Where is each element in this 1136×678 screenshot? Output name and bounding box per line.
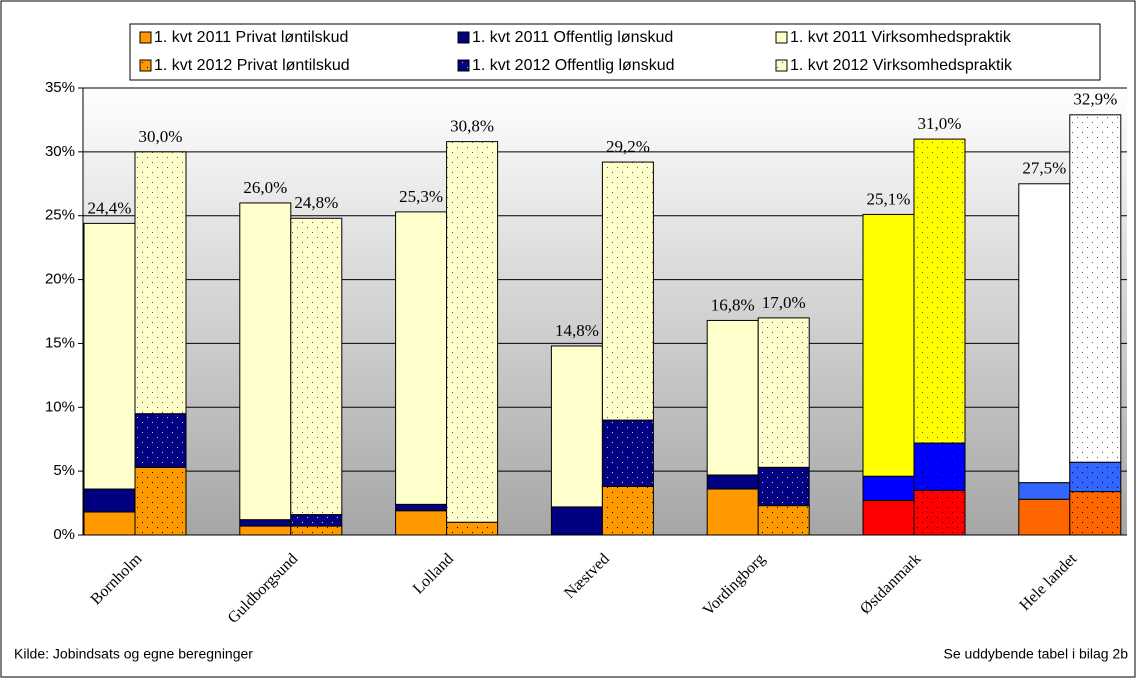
bar-segment [913, 442, 966, 491]
total-label: 25,3% [399, 187, 443, 206]
bar-segment [913, 138, 966, 444]
total-label: 25,1% [867, 189, 911, 208]
total-label: 30,0% [139, 127, 183, 146]
total-label: 30,8% [450, 117, 494, 136]
bar-segment [239, 202, 292, 521]
bar-segment [395, 503, 448, 512]
total-label: 32,9% [1073, 90, 1117, 109]
bar-segment [1018, 498, 1071, 536]
y-tick-label: 35% [45, 79, 75, 96]
source: Kilde: Jobindsats og egne beregninger [14, 646, 253, 662]
bar-segment [706, 474, 759, 490]
bar-segment [83, 222, 136, 490]
bar-segment [1069, 461, 1122, 493]
y-tick-label: 30% [45, 143, 75, 160]
y-tick-label: 15% [45, 334, 75, 351]
legend-label: 1. kvt 2012 Offentlig lønskud [472, 57, 674, 74]
bar-segment [601, 485, 654, 536]
legend-label: 1. kvt 2012 Privat løntilskud [154, 57, 350, 74]
total-label: 14,8% [555, 321, 599, 340]
bar-segment [290, 514, 343, 527]
bar-segment [239, 519, 292, 527]
bar-segment [1018, 482, 1071, 500]
bar-segment [757, 466, 810, 507]
legend [129, 23, 1101, 81]
bar-segment [239, 525, 292, 536]
bar-segment [601, 161, 654, 421]
legend-label: 1. kvt 2011 Offentlig lønskud [472, 29, 673, 46]
total-label: 26,0% [243, 178, 287, 197]
legend-swatch [775, 31, 788, 44]
bar-segment [395, 211, 448, 505]
total-label: 24,8% [294, 193, 338, 212]
bar-segment [446, 141, 499, 523]
y-tick-label: 0% [53, 526, 75, 543]
bar-segment [706, 319, 759, 476]
bar-segment [395, 510, 448, 536]
legend-swatch [139, 59, 152, 72]
total-label: 16,8% [711, 295, 755, 314]
legend-swatch [775, 59, 788, 72]
bar-segment [862, 213, 915, 477]
bar-segment [1069, 114, 1122, 463]
bar-segment [706, 488, 759, 536]
legend-label: 1. kvt 2011 Virksomhedspraktik [790, 29, 1012, 46]
bar-segment [134, 466, 187, 536]
bar-segment [446, 521, 499, 536]
bar-segment [862, 475, 915, 502]
legend-swatch [139, 31, 152, 44]
legend-label: 1. kvt 2011 Privat løntilskud [154, 29, 348, 46]
legend-swatch [457, 31, 470, 44]
bar-segment [134, 151, 187, 415]
total-label: 31,0% [918, 114, 962, 133]
legend-swatch [457, 59, 470, 72]
y-tick-label: 25% [45, 207, 75, 224]
bar-segment [550, 345, 603, 508]
legend-label: 1. kvt 2012 Virksomhedspraktik [790, 57, 1013, 74]
bar-segment [862, 500, 915, 536]
note: Se uddybende tabel i bilag 2b [944, 646, 1129, 662]
bar-segment [913, 489, 966, 536]
bar-segment [757, 317, 810, 468]
bar-segment [83, 488, 136, 513]
total-label: 24,4% [88, 198, 132, 217]
bar-segment [83, 511, 136, 536]
y-tick-label: 20% [45, 271, 75, 288]
bar-segment [1018, 183, 1071, 484]
bar-segment [550, 506, 603, 536]
bar-segment [601, 419, 654, 487]
bar-segment [134, 413, 187, 468]
bar-segment [290, 217, 343, 516]
bar-segment [1069, 491, 1122, 536]
y-tick-label: 10% [45, 398, 75, 415]
bar-segment [290, 525, 343, 536]
total-label: 29,2% [606, 137, 650, 156]
total-label: 17,0% [762, 293, 806, 312]
total-label: 27,5% [1022, 159, 1066, 178]
y-tick-label: 5% [53, 462, 75, 479]
bar-segment [757, 505, 810, 536]
